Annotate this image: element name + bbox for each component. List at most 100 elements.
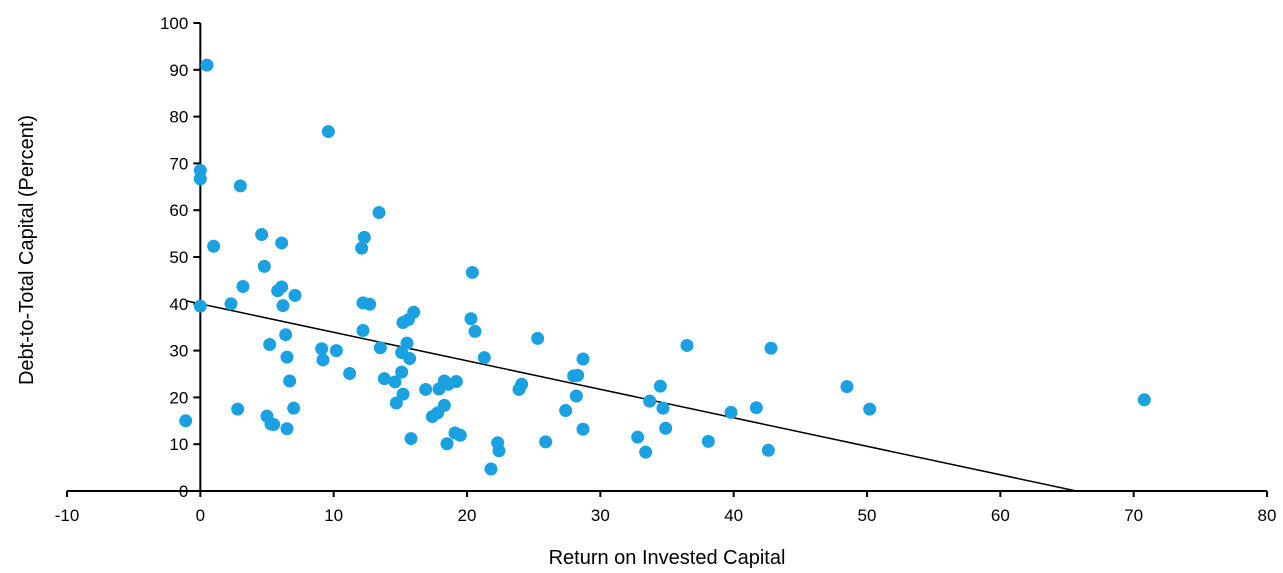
data-point	[492, 444, 506, 458]
x-tick-label: 60	[991, 506, 1010, 525]
data-point	[749, 401, 763, 415]
data-point	[373, 341, 387, 355]
data-point	[515, 377, 529, 391]
y-tick-label: 40	[169, 295, 188, 314]
data-point	[321, 125, 335, 139]
x-tick-label: 50	[858, 506, 877, 525]
data-point	[236, 279, 250, 293]
y-tick-label: 100	[160, 14, 188, 33]
y-tick-label: 60	[169, 201, 188, 220]
data-point	[631, 430, 645, 444]
data-point	[464, 312, 478, 326]
data-point	[680, 338, 694, 352]
data-point	[363, 297, 377, 311]
data-point	[404, 432, 418, 446]
data-point	[283, 374, 297, 388]
data-point	[377, 372, 391, 386]
x-tick-label: 30	[591, 506, 610, 525]
data-point	[407, 305, 421, 319]
data-point	[643, 394, 657, 408]
data-point	[287, 401, 301, 415]
data-point	[656, 401, 670, 415]
x-tick-label: 20	[458, 506, 477, 525]
y-tick-label: 30	[169, 342, 188, 361]
data-point	[355, 241, 369, 255]
x-axis-title: Return on Invested Capital	[549, 547, 786, 569]
x-tick-label: 0	[196, 506, 205, 525]
x-tick-label: 40	[724, 506, 743, 525]
x-axis: -10 0 10 20 30 40 50 60 70 80	[55, 490, 1277, 525]
y-tick-label: 90	[169, 61, 188, 80]
data-point	[701, 434, 715, 448]
data-point	[639, 445, 653, 459]
data-point	[437, 398, 451, 412]
trendline	[186, 300, 1077, 492]
x-tick-label: 10	[324, 506, 343, 525]
data-point	[484, 462, 498, 476]
y-tick-label: 0	[179, 482, 188, 501]
data-point	[569, 389, 583, 403]
x-tick-label: 70	[1124, 506, 1143, 525]
y-tick-label: 70	[169, 154, 188, 173]
data-point	[400, 336, 414, 350]
data-point	[280, 350, 294, 364]
data-point	[389, 396, 403, 410]
data-point	[280, 422, 294, 436]
data-point	[465, 265, 479, 279]
data-points	[179, 58, 1151, 476]
data-point	[233, 179, 247, 193]
data-point	[267, 418, 281, 432]
data-point	[840, 380, 854, 394]
data-point	[224, 297, 238, 311]
data-point	[531, 331, 545, 345]
x-tick-label: -10	[55, 506, 80, 525]
data-point	[659, 421, 673, 435]
data-point	[477, 351, 491, 365]
data-point	[576, 422, 590, 436]
data-point	[193, 172, 207, 186]
data-point	[329, 344, 343, 358]
data-point	[179, 414, 193, 428]
data-point	[388, 375, 402, 389]
data-point	[453, 428, 467, 442]
data-point	[724, 405, 738, 419]
data-point	[357, 230, 371, 244]
data-point	[276, 299, 290, 313]
data-point	[263, 338, 277, 352]
data-point	[255, 228, 269, 242]
data-point	[1137, 393, 1151, 407]
y-tick-label: 80	[169, 108, 188, 127]
data-point	[193, 299, 207, 313]
data-point	[257, 259, 271, 273]
data-point	[761, 443, 775, 457]
data-point	[863, 402, 877, 416]
y-tick-label: 10	[169, 435, 188, 454]
data-point	[200, 58, 214, 72]
data-point	[559, 404, 573, 418]
data-point	[396, 387, 410, 401]
data-point	[395, 365, 409, 379]
data-point	[449, 374, 463, 388]
data-point	[288, 288, 302, 302]
data-point	[539, 435, 553, 449]
data-point	[372, 206, 386, 220]
data-point	[576, 352, 590, 366]
y-tick-label: 50	[169, 248, 188, 267]
data-point	[356, 323, 370, 337]
data-point	[315, 342, 329, 356]
y-tick-label: 20	[169, 388, 188, 407]
data-point	[231, 402, 245, 416]
data-point	[571, 368, 585, 382]
data-point	[764, 341, 778, 355]
y-axis: 0 10 20 30 40 50 60 70 80 90 100	[160, 14, 202, 501]
y-axis-title: Debt-to-Total Capital (Percent)	[16, 115, 38, 385]
data-point	[468, 324, 482, 338]
data-point	[316, 353, 330, 367]
x-tick-label: 80	[1258, 506, 1277, 525]
data-point	[279, 328, 293, 342]
data-point	[207, 239, 221, 253]
data-point	[275, 236, 289, 250]
data-point	[275, 280, 289, 294]
trendline-group	[186, 300, 1077, 492]
